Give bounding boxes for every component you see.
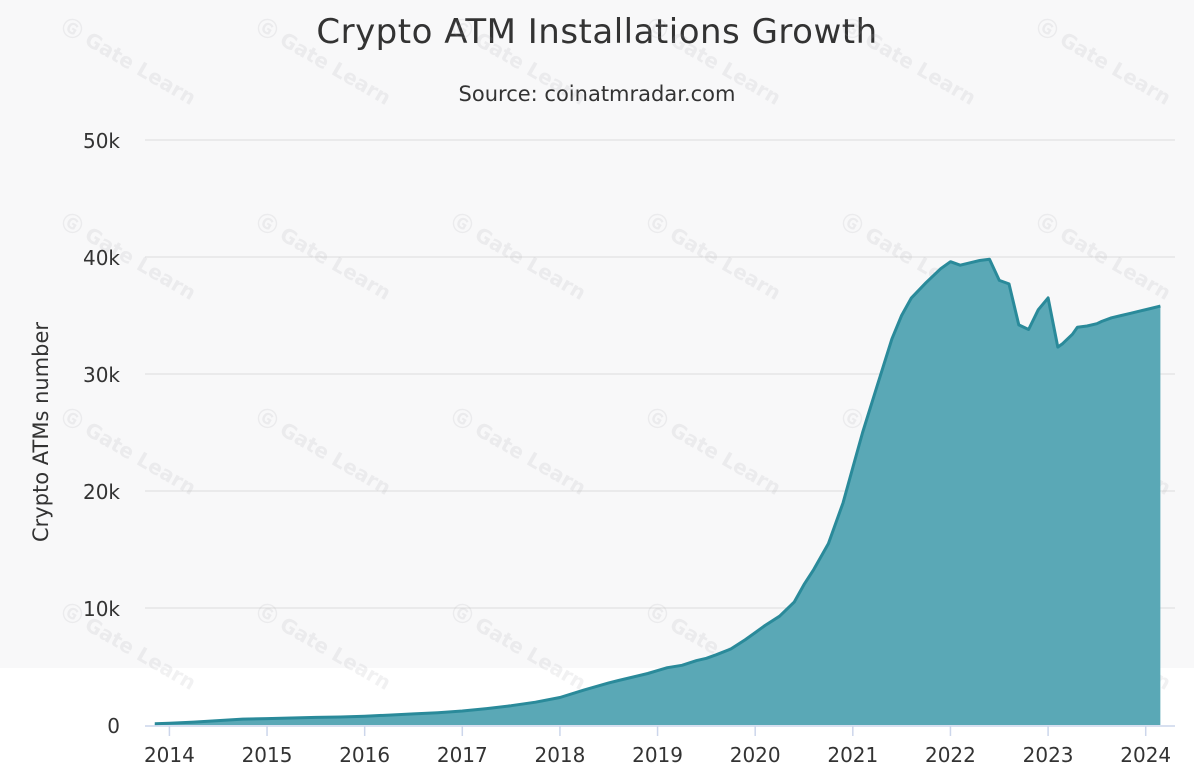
x-tick-label: 2018	[534, 743, 585, 767]
y-axis-label: Crypto ATMs number	[29, 322, 53, 542]
x-tick-label: 2015	[242, 743, 293, 767]
watermark: Ⓖ Gate Learn	[643, 404, 786, 500]
y-tick-label: 10k	[83, 597, 120, 621]
y-tick-label: 0	[107, 714, 120, 738]
x-tick-label: 2020	[730, 743, 781, 767]
x-tick-label: 2023	[1023, 743, 1074, 767]
watermark: Ⓖ Gate Learn	[448, 404, 591, 500]
series-line	[154, 257, 1161, 726]
y-tick-label: 20k	[83, 480, 120, 504]
x-tick-label: 2014	[144, 743, 195, 767]
chart-title: Crypto ATM Installations Growth	[316, 12, 878, 52]
x-tick-label: 2017	[437, 743, 488, 767]
watermark: Ⓖ Gate Learn	[1033, 14, 1176, 110]
chart-subtitle: Source: coinatmradar.com	[458, 82, 736, 106]
y-tick-label: 40k	[83, 246, 120, 270]
x-tick-label: 2016	[339, 743, 390, 767]
watermark: Ⓖ Gate Learn	[253, 599, 396, 695]
watermark: Ⓖ Gate Learn	[253, 14, 396, 110]
watermark: Ⓖ Gate Learn	[838, 14, 981, 110]
x-tick-label: 2024	[1120, 743, 1171, 767]
watermark: Ⓖ Gate Learn	[58, 14, 201, 110]
watermark: Ⓖ Gate Learn	[448, 599, 591, 695]
watermark: Ⓖ Gate Learn	[448, 14, 591, 110]
watermark: Ⓖ Gate Learn	[253, 404, 396, 500]
watermark: Ⓖ Gate Learn	[58, 599, 201, 695]
x-tick-label: 2022	[925, 743, 976, 767]
area-fill	[154, 259, 1161, 725]
y-tick-label: 30k	[83, 363, 120, 387]
watermark: Ⓖ Gate Learn	[58, 404, 201, 500]
watermark: Ⓖ Gate Learn	[643, 14, 786, 110]
x-tick-label: 2019	[632, 743, 683, 767]
y-tick-label: 50k	[83, 129, 120, 153]
x-tick-label: 2021	[827, 743, 878, 767]
